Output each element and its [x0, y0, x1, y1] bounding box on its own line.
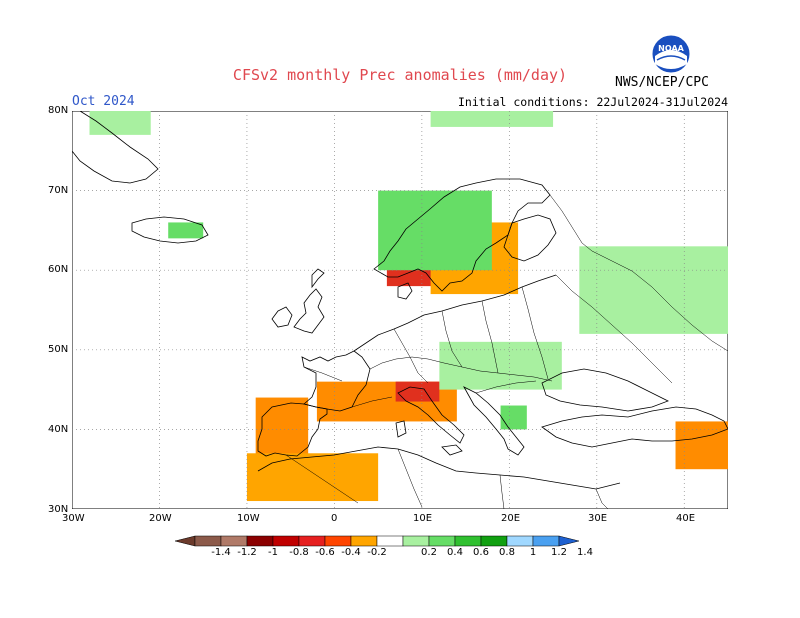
map-grid [72, 111, 728, 509]
colorbar-segment [402, 535, 430, 547]
colorbar-segment [376, 535, 404, 547]
lon-tick-10e: 10E [413, 513, 433, 524]
colorbar-segment [272, 535, 300, 547]
lat-tick-50: 50N [48, 344, 69, 355]
lon-tick-30e: 30E [588, 513, 608, 524]
colorbar-segment [454, 535, 482, 547]
colorbar-label: -1 [268, 547, 278, 558]
colorbar-segment [246, 535, 274, 547]
anomaly-cell-4 [395, 381, 440, 402]
colorbar-label: 1.4 [577, 547, 593, 558]
colorbar-segment [506, 535, 534, 547]
lat-tick-60: 60N [48, 264, 69, 275]
forecast-month: Oct 2024 [72, 94, 135, 109]
anomaly-cell-7 [378, 190, 492, 271]
anomaly-cell-11 [168, 222, 204, 239]
colorbar-label: 1.2 [551, 547, 567, 558]
anomaly-cell-9 [500, 405, 527, 430]
anomaly-cell-12 [89, 111, 151, 135]
svg-text:NOAA: NOAA [658, 44, 684, 53]
lon-tick-20e: 20E [501, 513, 521, 524]
colorbar-label: -0.8 [289, 547, 309, 558]
anomaly-cell-10 [579, 246, 728, 334]
anomaly-cell-13 [430, 111, 554, 127]
anomaly-map [72, 111, 728, 509]
colorbar-label: 0.8 [499, 547, 515, 558]
colorbar-segment [428, 535, 456, 547]
colorbar-segment [532, 535, 560, 547]
colorbar-label: -0.2 [367, 547, 387, 558]
anomaly-cell-14 [675, 421, 728, 470]
colorbar [175, 535, 580, 547]
lon-tick-30w: 30W [62, 513, 85, 524]
colorbar-segment [298, 535, 326, 547]
lon-tick-20w: 20W [149, 513, 172, 524]
colorbar-segment [324, 535, 352, 547]
colorbar-arrow-right [558, 535, 580, 547]
chart-title: CFSv2 monthly Prec anomalies (mm/day) [232, 66, 568, 84]
colorbar-segment [350, 535, 378, 547]
colorbar-label: 0.6 [473, 547, 489, 558]
colorbar-label: -0.6 [315, 547, 335, 558]
anomaly-cell-2 [246, 453, 379, 502]
lon-tick-10w: 10W [237, 513, 260, 524]
initial-conditions: Initial conditions: 22Jul2024-31Jul2024 [457, 95, 728, 109]
colorbar-segment [220, 535, 248, 547]
colorbar-label: 0.2 [421, 547, 437, 558]
colorbar-label: -1.4 [211, 547, 231, 558]
colorbar-label: 1 [529, 547, 537, 558]
coastlines [72, 111, 728, 490]
lon-tick-40e: 40E [676, 513, 696, 524]
lat-tick-30: 30N [48, 504, 69, 515]
lat-tick-80: 80N [48, 105, 69, 116]
lat-tick-70: 70N [48, 185, 69, 196]
organization-label: NWS/NCEP/CPC [615, 75, 709, 90]
noaa-logo-icon: NOAA [651, 34, 691, 74]
colorbar-label: -0.4 [341, 547, 361, 558]
colorbar-arrow-left [175, 535, 196, 547]
lat-tick-40: 40N [48, 424, 69, 435]
colorbar-label: -1.2 [237, 547, 257, 558]
colorbar-label: 0.4 [447, 547, 463, 558]
lon-tick-0: 0 [331, 513, 338, 524]
colorbar-segment [194, 535, 222, 547]
colorbar-segment [480, 535, 508, 547]
country-borders [285, 194, 728, 509]
